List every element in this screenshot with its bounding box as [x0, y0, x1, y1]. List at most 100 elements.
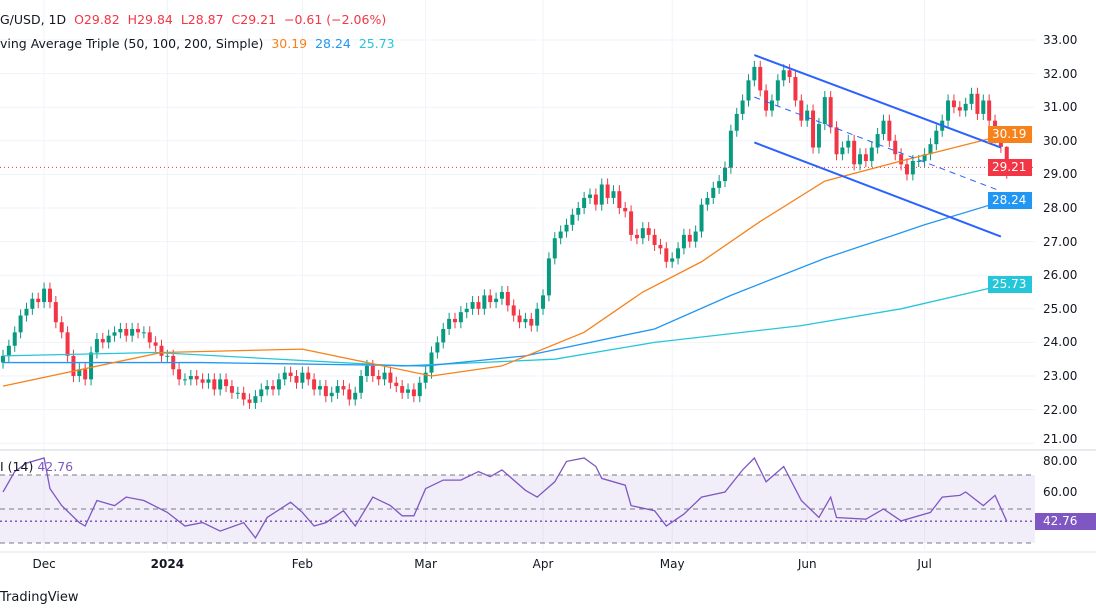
candle-body	[582, 197, 587, 208]
price-tick-label: 29.00	[1043, 167, 1078, 182]
candle-body	[30, 298, 35, 309]
candle-body	[36, 298, 41, 303]
high-value: H29.84	[127, 12, 173, 27]
candle-body	[576, 208, 581, 215]
candle-body	[124, 328, 129, 336]
candle-body	[711, 187, 716, 198]
candle-body	[212, 379, 217, 390]
candle-body	[71, 355, 76, 376]
candle-body	[717, 181, 722, 188]
candle-body	[447, 318, 452, 329]
candle-body	[946, 100, 951, 121]
change-value: −0.61 (−2.06%)	[283, 12, 387, 27]
candle-body	[693, 231, 698, 242]
tradingview-brand[interactable]: TradingView	[0, 590, 79, 605]
candle-body	[558, 231, 563, 239]
candle-body	[83, 369, 88, 380]
rsi-tick-label: 80.00	[1043, 454, 1078, 468]
candle-body	[370, 365, 375, 376]
candle-body	[411, 389, 416, 397]
candle-body	[546, 258, 551, 296]
candle-body	[904, 164, 909, 175]
candle-body	[1004, 146, 1009, 168]
ma-legend[interactable]: ving Average Triple (50, 100, 200, Simpl…	[0, 36, 395, 51]
candle-body	[846, 140, 851, 148]
rsi-legend[interactable]: I (14) 42.76	[0, 459, 73, 474]
time-tick-label: 2024	[150, 557, 185, 571]
candle-body	[646, 228, 651, 235]
candle-body	[153, 342, 158, 346]
candle-body	[887, 120, 892, 141]
ma100-line	[3, 199, 1007, 367]
candle-body	[652, 234, 657, 245]
candle-body	[323, 386, 328, 397]
candle-body	[793, 76, 798, 101]
candle-body	[681, 234, 686, 249]
candle-body	[658, 244, 663, 249]
candle-body	[24, 308, 29, 316]
channel-upper-line	[754, 54, 1002, 149]
candle-body	[1, 355, 5, 363]
candle-body	[12, 332, 17, 346]
candle-body	[406, 389, 411, 393]
candle-body	[347, 389, 352, 400]
candle-body	[928, 144, 933, 155]
candle-body	[18, 315, 23, 333]
candle-body	[470, 302, 475, 309]
candle-body	[159, 345, 164, 356]
candle-body	[605, 184, 610, 198]
candle-body	[969, 93, 974, 104]
candle-body	[834, 127, 839, 155]
price-tick-label: 27.00	[1043, 234, 1078, 249]
candle-body	[65, 332, 70, 356]
candle-body	[265, 386, 270, 390]
candle-body	[758, 66, 763, 91]
candle-body	[165, 355, 170, 357]
candle-body	[241, 392, 246, 400]
candle-body	[511, 305, 516, 316]
candle-body	[599, 184, 604, 205]
candle-body	[364, 365, 369, 376]
time-tick-label: Jul	[917, 557, 932, 571]
candle-body	[452, 318, 457, 323]
candle-body	[247, 399, 252, 403]
price-tick-label: 23.00	[1043, 369, 1078, 383]
price-tick-label: 26.00	[1043, 268, 1078, 283]
open-value: O29.82	[74, 12, 120, 27]
candle-body	[740, 100, 745, 114]
candle-body	[388, 372, 393, 383]
price-tick-label: 33.00	[1043, 33, 1078, 47]
candle-body	[617, 191, 622, 208]
symbol-label: G/USD, 1D	[0, 12, 67, 27]
candle-body	[306, 372, 311, 380]
price-tick-label: 25.00	[1043, 301, 1078, 316]
candle-body	[629, 211, 634, 235]
candle-body	[723, 167, 728, 182]
candle-body	[869, 147, 874, 161]
time-tick-label: Feb	[291, 557, 313, 571]
candle-body	[787, 70, 792, 77]
candle-body	[476, 302, 481, 309]
candle-body	[987, 100, 992, 121]
candle-body	[564, 224, 569, 232]
candle-body	[611, 191, 616, 198]
candle-body	[981, 100, 986, 114]
price-tick-label: 24.00	[1043, 335, 1078, 350]
time-tick-label: Jun	[797, 557, 817, 571]
ma-label: ving Average Triple (50, 100, 200, Simpl…	[0, 36, 264, 51]
candle-body	[300, 372, 305, 383]
candle-body	[816, 124, 821, 148]
candle-body	[288, 372, 293, 376]
candle-body	[975, 93, 980, 114]
candle-body	[951, 100, 956, 108]
candle-body	[441, 328, 446, 343]
candle-body	[676, 248, 681, 259]
candle-body	[341, 386, 346, 390]
rsi-value-badge: 42.76	[1035, 513, 1096, 531]
candle-body	[670, 258, 675, 262]
candle-body	[811, 110, 816, 148]
candle-body	[505, 292, 510, 306]
candle-body	[687, 234, 692, 242]
candle-body	[529, 318, 534, 326]
